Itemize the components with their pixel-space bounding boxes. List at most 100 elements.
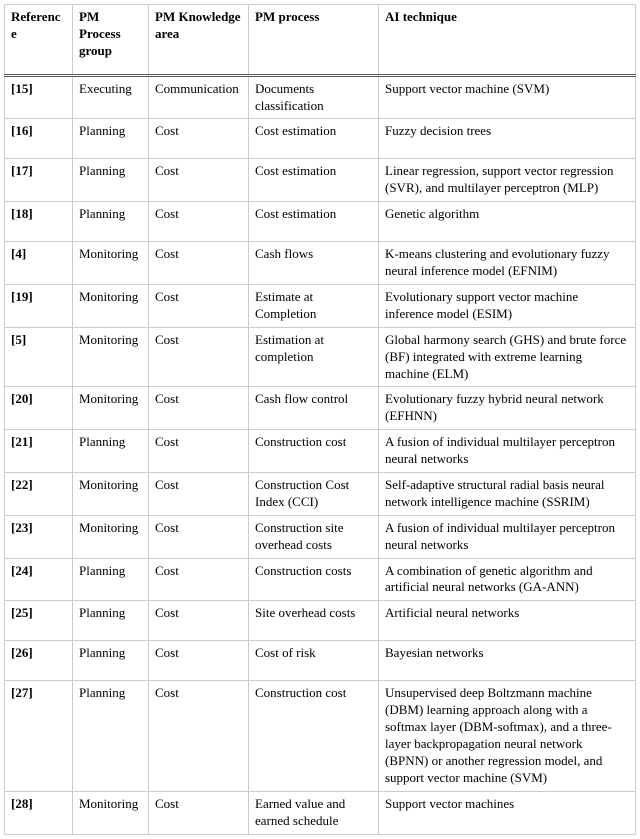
cell: Construction Cost Index (CCI) — [249, 473, 379, 516]
cell: A fusion of individual multilayer percep… — [379, 515, 636, 558]
cell: Artificial neural networks — [379, 601, 636, 641]
cell: Monitoring — [73, 327, 149, 387]
pm-ai-table: Reference PM Process group PM Knowledge … — [4, 4, 636, 835]
cell-reference: [16] — [5, 119, 73, 159]
table-row: [18]PlanningCostCost estimation Genetic … — [5, 202, 636, 242]
cell-reference: [4] — [5, 242, 73, 285]
cell: Communication — [149, 75, 249, 119]
cell-reference: [5] — [5, 327, 73, 387]
cell: Estimation at completion — [249, 327, 379, 387]
cell: Cost — [149, 327, 249, 387]
table-row: [21]PlanningCostConstruction costA fusio… — [5, 430, 636, 473]
cell: Support vector machines — [379, 791, 636, 834]
col-reference: Reference — [5, 5, 73, 76]
cell-reference: [23] — [5, 515, 73, 558]
cell-reference: [18] — [5, 202, 73, 242]
cell: Cash flows — [249, 242, 379, 285]
cell: Estimate at Completion — [249, 285, 379, 328]
cell: Construction site overhead costs — [249, 515, 379, 558]
table-row: [27]PlanningCostConstruction costUnsuper… — [5, 681, 636, 791]
cell-reference: [21] — [5, 430, 73, 473]
cell: Cost — [149, 515, 249, 558]
cell: Monitoring — [73, 791, 149, 834]
cell: Evolutionary support vector machine infe… — [379, 285, 636, 328]
cell: Monitoring — [73, 515, 149, 558]
cell: Planning — [73, 681, 149, 791]
cell: Planning — [73, 119, 149, 159]
cell: Genetic algorithm — [379, 202, 636, 242]
cell: Unsupervised deep Boltzmann machine (DBM… — [379, 681, 636, 791]
cell: Bayesian networks — [379, 641, 636, 681]
cell: Construction cost — [249, 681, 379, 791]
table-row: [26]PlanningCost Cost of riskBayesian ne… — [5, 641, 636, 681]
table-row: [28]MonitoringCostEarned value and earne… — [5, 791, 636, 834]
cell: Construction costs — [249, 558, 379, 601]
cell: Earned value and earned schedule — [249, 791, 379, 834]
cell-reference: [15] — [5, 75, 73, 119]
cell: Cost of risk — [249, 641, 379, 681]
cell: Cost — [149, 558, 249, 601]
cell: Evolutionary fuzzy hybrid neural network… — [379, 387, 636, 430]
cell: Cost estimation — [249, 119, 379, 159]
cell: Planning — [73, 558, 149, 601]
table-row: [5]MonitoringCostEstimation at completio… — [5, 327, 636, 387]
cell: Cost — [149, 285, 249, 328]
cell: A fusion of individual multilayer percep… — [379, 430, 636, 473]
cell: Cost — [149, 473, 249, 516]
cell: Cost — [149, 641, 249, 681]
cell: Planning — [73, 202, 149, 242]
cell-reference: [26] — [5, 641, 73, 681]
cell-reference: [27] — [5, 681, 73, 791]
cell: Linear regression, support vector regres… — [379, 159, 636, 202]
cell: Cost — [149, 119, 249, 159]
cell: Construction cost — [249, 430, 379, 473]
cell-reference: [19] — [5, 285, 73, 328]
table-row: [20]MonitoringCostCash flow controlEvolu… — [5, 387, 636, 430]
cell: Planning — [73, 641, 149, 681]
cell: Cost — [149, 601, 249, 641]
col-pm-process: PM process — [249, 5, 379, 76]
cell: Planning — [73, 430, 149, 473]
table-row: [19]MonitoringCostEstimate at Completion… — [5, 285, 636, 328]
cell: Fuzzy decision trees — [379, 119, 636, 159]
cell: Support vector machine (SVM) — [379, 75, 636, 119]
col-pm-knowledge-area: PM Knowledge area — [149, 5, 249, 76]
cell: Cost estimation — [249, 202, 379, 242]
cell: Cost — [149, 387, 249, 430]
cell: Planning — [73, 159, 149, 202]
cell: Monitoring — [73, 285, 149, 328]
cell-reference: [17] — [5, 159, 73, 202]
cell: Monitoring — [73, 242, 149, 285]
cell: K-means clustering and evolutionary fuzz… — [379, 242, 636, 285]
table-row: [24]PlanningCostConstruction costsA comb… — [5, 558, 636, 601]
table-body: [15]ExecutingCommunicationDocuments clas… — [5, 75, 636, 834]
table-row: [16]PlanningCostCost estimationFuzzy dec… — [5, 119, 636, 159]
table-row: [22]MonitoringCostConstruction Cost Inde… — [5, 473, 636, 516]
cell: Planning — [73, 601, 149, 641]
cell-reference: [25] — [5, 601, 73, 641]
cell: Monitoring — [73, 387, 149, 430]
cell: Self-adaptive structural radial basis ne… — [379, 473, 636, 516]
table-row: [15]ExecutingCommunicationDocuments clas… — [5, 75, 636, 119]
cell-reference: [22] — [5, 473, 73, 516]
cell: Cost — [149, 159, 249, 202]
cell-reference: [28] — [5, 791, 73, 834]
table-row: [23]MonitoringCostConstruction site over… — [5, 515, 636, 558]
cell-reference: [20] — [5, 387, 73, 430]
cell: Cost — [149, 791, 249, 834]
cell: Cost — [149, 242, 249, 285]
cell: Executing — [73, 75, 149, 119]
cell: A combination of genetic algorithm and a… — [379, 558, 636, 601]
cell: Cost estimation — [249, 159, 379, 202]
cell: Cost — [149, 202, 249, 242]
cell: Cost — [149, 681, 249, 791]
cell: Monitoring — [73, 473, 149, 516]
cell: Cash flow control — [249, 387, 379, 430]
cell: Site overhead costs — [249, 601, 379, 641]
table-row: [25]PlanningCostSite overhead costsArtif… — [5, 601, 636, 641]
cell: Global harmony search (GHS) and brute fo… — [379, 327, 636, 387]
cell: Cost — [149, 430, 249, 473]
cell: Documents classification — [249, 75, 379, 119]
table-head: Reference PM Process group PM Knowledge … — [5, 5, 636, 76]
table-row: [4]MonitoringCost Cash flowsK-means clus… — [5, 242, 636, 285]
